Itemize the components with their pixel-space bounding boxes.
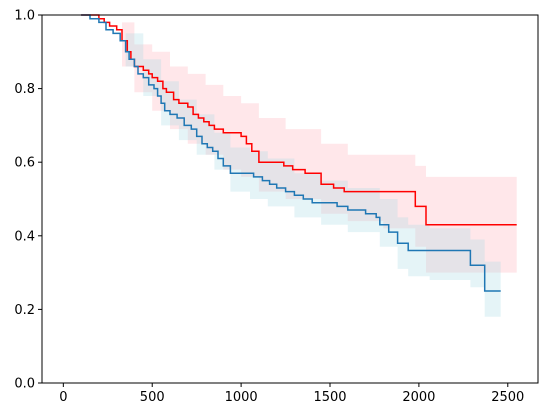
x-tick-label: 2500: [491, 390, 524, 405]
x-axis: 0 500 1000 1500 2000 2500: [59, 383, 524, 405]
y-tick-label: 0.2: [14, 303, 35, 318]
y-tick-label: 0.4: [14, 229, 35, 244]
y-tick-label: 0.0: [14, 377, 35, 392]
y-tick-label: 0.8: [14, 82, 35, 97]
x-tick-label: 500: [140, 390, 165, 405]
survival-curves: [81, 14, 517, 292]
confidence-band-2: [125, 33, 501, 317]
x-tick-label: 0: [59, 390, 67, 405]
confidence-bands: [122, 22, 517, 317]
y-tick-label: 1.0: [14, 9, 35, 24]
x-tick-label: 1000: [225, 390, 258, 405]
confidence-band-1: [122, 22, 517, 277]
x-tick-label: 2000: [402, 390, 435, 405]
y-tick-label: 0.6: [14, 156, 35, 171]
y-axis: 0.0 0.2 0.4 0.6 0.8 1.0: [14, 9, 42, 392]
survival-curve-1: [81, 14, 517, 226]
x-tick-label: 1500: [313, 390, 346, 405]
survival-curve-2: [81, 14, 501, 292]
plot-frame: [41, 14, 539, 384]
